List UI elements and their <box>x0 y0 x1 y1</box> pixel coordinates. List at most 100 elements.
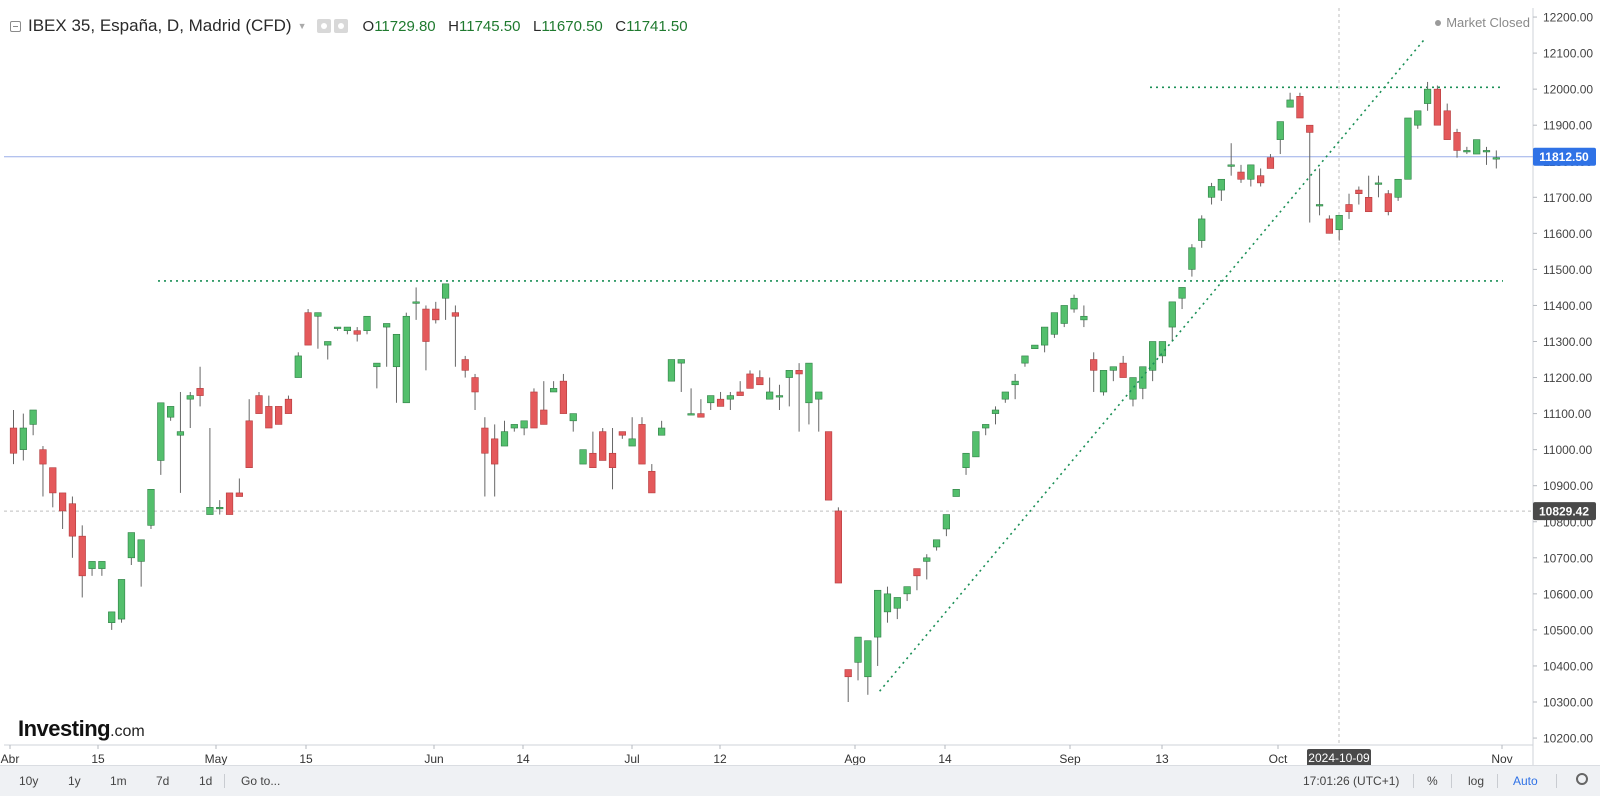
price-tick-label: 12000.00 <box>1543 83 1593 97</box>
candle-body <box>491 438 499 465</box>
candle-body <box>1404 117 1412 180</box>
log-toggle[interactable]: log <box>1468 774 1485 788</box>
candle-body <box>716 398 725 407</box>
candle-body <box>265 406 273 429</box>
candle-body <box>854 636 862 663</box>
candle-body <box>785 370 793 378</box>
candle-body <box>363 315 371 331</box>
time-tick-label: 15 <box>91 752 105 766</box>
candle-body <box>687 413 695 416</box>
price-tick-label: 11900.00 <box>1543 119 1592 133</box>
candle-body <box>127 532 135 559</box>
price-tick-label: 10500.00 <box>1543 623 1593 637</box>
candle-body <box>1119 362 1127 378</box>
collapse-icon[interactable] <box>10 20 21 32</box>
candle-body <box>530 391 538 429</box>
candle-body <box>117 579 126 620</box>
candle-body <box>608 452 617 468</box>
candle-body <box>903 586 911 595</box>
candle-body <box>1237 171 1245 180</box>
candle-body <box>284 398 293 414</box>
candle-body <box>245 420 253 468</box>
candle-body <box>599 431 607 461</box>
candle-body <box>29 409 37 425</box>
time-tick-label: Jun <box>424 752 443 766</box>
candle-body <box>658 427 666 436</box>
candle-body <box>392 333 401 368</box>
candle-body <box>196 388 204 396</box>
time-tick-label: 14 <box>516 752 530 766</box>
candle-body <box>1090 359 1098 371</box>
candle-body <box>942 514 950 530</box>
candle-body <box>314 312 322 317</box>
candle-body <box>1129 377 1137 400</box>
candle-body <box>383 323 391 328</box>
time-tick-label: Jul <box>624 752 639 766</box>
candle-body <box>972 431 980 458</box>
candle-body <box>1345 204 1353 213</box>
candle-body <box>9 427 18 454</box>
candle-body <box>1060 305 1068 324</box>
candle-body <box>726 395 734 400</box>
candle-body <box>481 427 489 454</box>
range-10y-button[interactable]: 10y <box>19 774 39 788</box>
settings-icon[interactable] <box>333 19 348 33</box>
range-1d-button[interactable]: 1d <box>199 774 213 788</box>
high-label: H <box>448 17 459 35</box>
candle-body <box>1178 287 1186 299</box>
market-status: Market Closed <box>1435 15 1530 30</box>
candle-body <box>1463 150 1471 153</box>
candle-body <box>1384 193 1392 213</box>
time-tick-label: 12 <box>713 752 727 766</box>
candle-body <box>932 539 941 548</box>
candle-body <box>1443 110 1451 140</box>
time-tick-label: Nov <box>1491 752 1512 766</box>
candle-body <box>805 362 813 404</box>
candle-body <box>707 395 715 404</box>
candle-body <box>1227 164 1235 167</box>
price-tick-label: 11600.00 <box>1543 227 1592 241</box>
crosshair-date-label: 2024-10-09 <box>1308 751 1370 765</box>
toolbar-divider <box>1497 774 1498 788</box>
high-value: 11745.50 <box>459 17 521 35</box>
candle-body <box>579 449 587 465</box>
time-tick-label: 15 <box>299 752 313 766</box>
candle-body <box>824 431 833 501</box>
candle-body <box>500 431 509 447</box>
candle-body <box>648 470 656 494</box>
candle-body <box>1021 355 1029 364</box>
candle-body <box>58 492 67 512</box>
range-7d-button[interactable]: 7d <box>156 774 170 788</box>
candle-body <box>1149 341 1157 371</box>
range-1y-button[interactable]: 1y <box>68 774 81 788</box>
logo-suffix: .com <box>110 723 145 740</box>
symbol-title[interactable]: IBEX 35, España, D, Madrid (CFD) <box>28 16 292 35</box>
candle-body <box>206 507 214 515</box>
chevron-down-icon[interactable]: ▼ <box>297 21 307 31</box>
gear-icon[interactable] <box>1576 773 1588 785</box>
candle-body <box>667 359 676 382</box>
eye-icon[interactable] <box>316 19 331 33</box>
auto-toggle[interactable]: Auto <box>1513 774 1538 788</box>
clock-display[interactable]: 17:01:26 (UTC+1) <box>1303 774 1400 788</box>
price-tick-label: 11300.00 <box>1543 335 1592 349</box>
candle-body <box>1374 182 1383 185</box>
candle-body <box>844 669 852 678</box>
candle-body <box>412 301 420 304</box>
investing-logo: Investing .com <box>18 716 145 742</box>
price-tick-label: 11400.00 <box>1543 299 1592 313</box>
goto-button[interactable]: Go to... <box>241 774 281 788</box>
candle-body <box>1247 164 1255 180</box>
price-tick-label: 10900.00 <box>1543 479 1593 493</box>
candle-body <box>19 427 27 450</box>
candle-body <box>137 539 145 562</box>
candle-body <box>225 492 234 515</box>
percent-toggle[interactable]: % <box>1427 774 1438 788</box>
logo-bold: Investing <box>18 716 111 741</box>
range-1m-button[interactable]: 1m <box>110 774 127 788</box>
crosshair-date-label-bg <box>1307 749 1371 767</box>
candle-body <box>1492 157 1500 160</box>
candle-body <box>451 312 460 317</box>
candle-body <box>1188 247 1196 270</box>
